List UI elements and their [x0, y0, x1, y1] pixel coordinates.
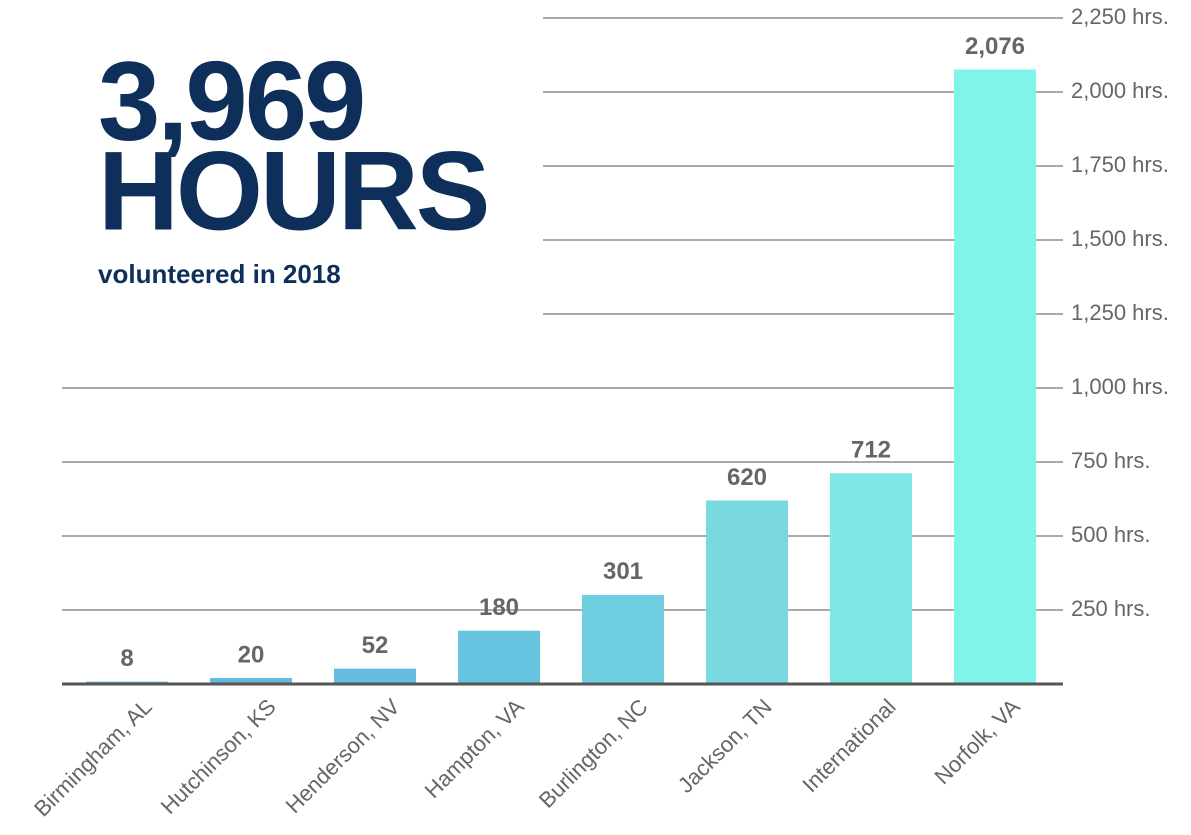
x-tick-label: Hutchinson, KS: [156, 694, 281, 819]
bar: [706, 500, 788, 684]
data-label: 52: [362, 632, 389, 659]
bar: [458, 630, 540, 684]
data-label: 180: [479, 594, 519, 621]
bar: [830, 473, 912, 684]
bar: [334, 668, 416, 684]
bar: [582, 594, 664, 684]
x-tick-label: Jackson, TN: [673, 694, 777, 798]
y-tick-label: 1,250 hrs.: [1071, 300, 1169, 325]
data-label: 2,076: [965, 33, 1025, 60]
y-tick-label: 1,750 hrs.: [1071, 152, 1169, 177]
y-tick-label: 1,500 hrs.: [1071, 226, 1169, 251]
data-label: 620: [727, 464, 767, 491]
y-tick-label: 2,250 hrs.: [1071, 4, 1169, 29]
y-tick-label: 750 hrs.: [1071, 448, 1151, 473]
x-tick-label: Norfolk, VA: [929, 694, 1024, 789]
chart-title-line2: HOURS: [98, 129, 487, 254]
x-tick-label: International: [797, 694, 900, 797]
data-label: 20: [238, 641, 265, 668]
y-tick-label: 500 hrs.: [1071, 522, 1151, 547]
data-label: 712: [851, 437, 891, 464]
x-tick-label: Henderson, NV: [281, 694, 405, 818]
y-tick-label: 250 hrs.: [1071, 596, 1151, 621]
chart-title: 3,969: [98, 39, 363, 164]
x-tick-label: Burlington, NC: [534, 694, 653, 813]
bar: [210, 678, 292, 684]
data-label: 301: [603, 558, 643, 585]
x-tick-label: Hampton, VA: [420, 694, 529, 803]
bar: [954, 69, 1036, 684]
chart-subtitle: volunteered in 2018: [98, 259, 341, 289]
y-tick-label: 1,000 hrs.: [1071, 374, 1169, 399]
y-tick-label: 2,000 hrs.: [1071, 78, 1169, 103]
x-tick-label: Birmingham, AL: [29, 694, 156, 821]
data-label: 8: [120, 645, 133, 672]
